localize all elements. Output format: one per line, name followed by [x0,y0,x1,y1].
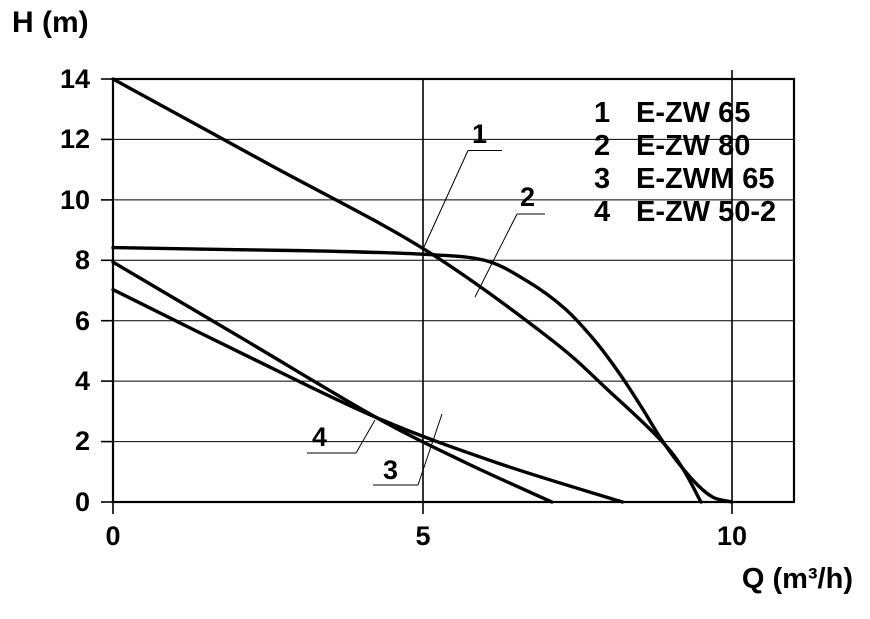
svg-text:10: 10 [717,521,747,551]
svg-text:1: 1 [472,119,487,149]
svg-text:6: 6 [75,306,90,336]
svg-text:3: 3 [383,455,398,485]
svg-text:E-ZWM 65: E-ZWM 65 [636,163,775,195]
svg-text:0: 0 [75,487,90,517]
svg-text:Q (m³/h): Q (m³/h) [742,563,853,595]
svg-text:10: 10 [60,185,90,215]
svg-text:3: 3 [594,163,610,195]
svg-text:2: 2 [75,426,90,456]
svg-text:H (m): H (m) [12,6,89,39]
svg-text:2: 2 [594,130,610,162]
svg-text:14: 14 [60,64,90,94]
svg-text:E-ZW 80: E-ZW 80 [636,130,750,162]
svg-text:1: 1 [594,97,610,129]
svg-text:12: 12 [60,124,90,154]
svg-text:5: 5 [415,521,430,551]
svg-text:4: 4 [312,422,327,452]
svg-text:4: 4 [594,196,610,228]
svg-text:4: 4 [75,366,90,396]
svg-text:E-ZW 50-2: E-ZW 50-2 [636,196,776,228]
svg-text:0: 0 [105,521,120,551]
svg-text:8: 8 [75,245,90,275]
svg-text:E-ZW 65: E-ZW 65 [636,97,750,129]
svg-text:2: 2 [520,182,535,212]
